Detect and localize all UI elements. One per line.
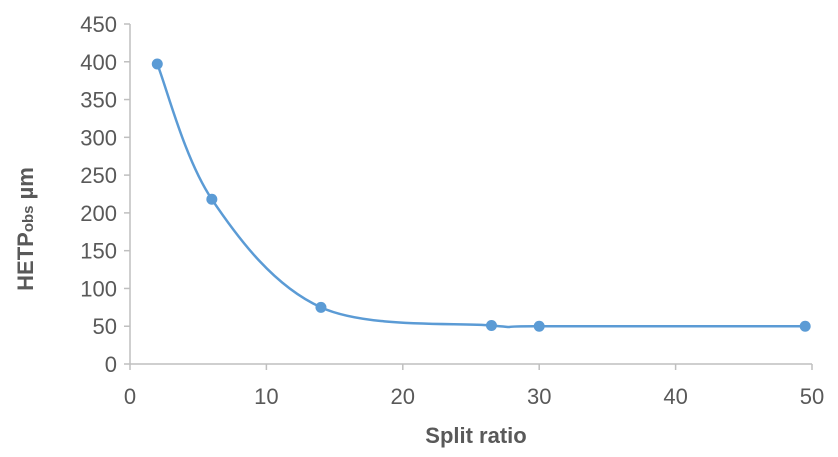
x-tick-label: 50 <box>800 384 824 409</box>
y-tick-label: 200 <box>80 201 117 226</box>
y-tick-label: 250 <box>80 163 117 188</box>
y-tick-label: 400 <box>80 50 117 75</box>
x-tick-label: 30 <box>527 384 551 409</box>
y-axis-title-subscript: obs <box>20 206 37 233</box>
y-tick-label: 0 <box>105 352 117 377</box>
data-point <box>315 301 327 313</box>
curve-layer <box>156 62 807 329</box>
x-tick-label: 10 <box>254 384 278 409</box>
y-axis-title-main: HETP <box>13 232 38 291</box>
y-tick-label: 450 <box>80 12 117 37</box>
y-tick-label: 100 <box>80 276 117 301</box>
data-point <box>533 320 545 332</box>
y-tick-label: 50 <box>93 314 117 339</box>
data-point <box>206 193 218 205</box>
y-tick-label: 350 <box>80 88 117 113</box>
x-tick-label: 40 <box>663 384 687 409</box>
y-tick-label: 150 <box>80 239 117 264</box>
data-point <box>485 319 497 331</box>
labels-layer: Split ratio HETPobs µm <box>13 167 527 448</box>
y-tick-label: 300 <box>80 125 117 150</box>
x-tick-label: 20 <box>391 384 415 409</box>
points-layer <box>151 58 811 332</box>
axes-layer: 0 50 100 150 200 250 300 350 400 450 0 10 20 30 40 50 <box>80 12 824 409</box>
x-tick-label: 0 <box>124 384 136 409</box>
series-curve <box>156 62 807 329</box>
y-axis-title-unit: µm <box>13 167 38 205</box>
data-point <box>799 320 811 332</box>
y-axis-title: HETPobs µm <box>13 167 38 291</box>
x-axis-title: Split ratio <box>425 423 526 448</box>
data-point <box>151 58 163 70</box>
